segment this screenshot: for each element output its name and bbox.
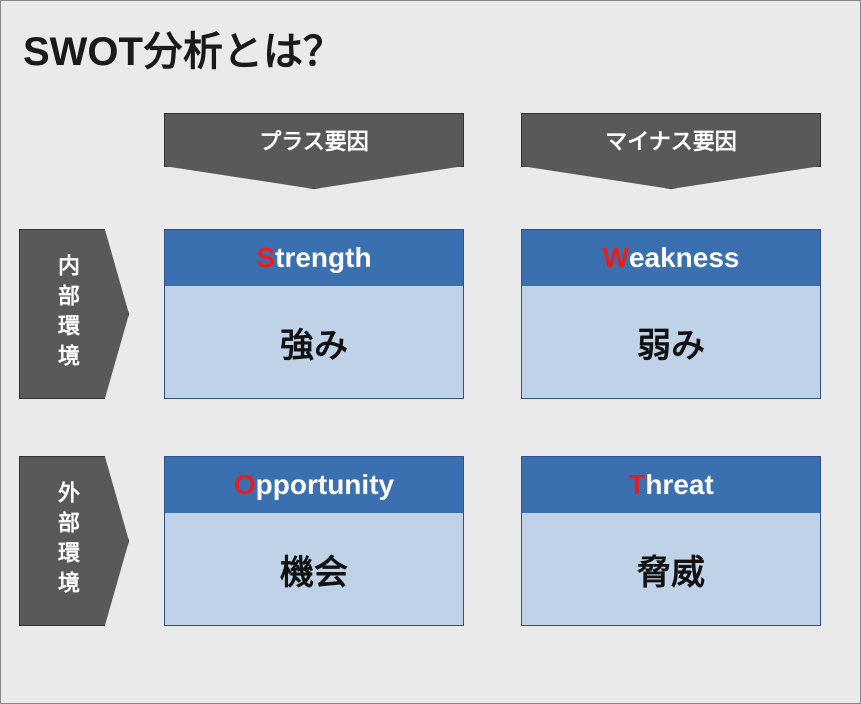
row-label-external: 外部環境 xyxy=(19,456,129,626)
quadrant-weakness: Weakness 弱み xyxy=(521,229,821,399)
row-label-internal-text: 内部環境 xyxy=(51,254,83,374)
quadrant-threat: Threat 脅威 xyxy=(521,456,821,626)
row-label-external-text: 外部環境 xyxy=(51,481,83,601)
quadrant-strength-body: 強み xyxy=(165,286,463,398)
quadrant-opportunity-initial: O xyxy=(234,469,256,501)
quadrant-weakness-initial: W xyxy=(603,242,629,274)
quadrant-opportunity: Opportunity 機会 xyxy=(164,456,464,626)
quadrant-opportunity-rest: pportunity xyxy=(256,469,394,501)
quadrant-opportunity-body: 機会 xyxy=(165,513,463,625)
quadrant-threat-initial: T xyxy=(628,469,645,501)
column-header-negative: マイナス要因 xyxy=(521,113,821,167)
quadrant-opportunity-head: Opportunity xyxy=(165,457,463,513)
row-label-internal: 内部環境 xyxy=(19,229,129,399)
quadrant-strength: Strength 強み xyxy=(164,229,464,399)
quadrant-threat-body: 脅威 xyxy=(522,513,820,625)
page-title: SWOT分析とは？ xyxy=(23,19,343,77)
column-header-positive-label: プラス要因 xyxy=(259,124,369,156)
column-header-negative-label: マイナス要因 xyxy=(605,124,737,156)
quadrant-threat-rest: hreat xyxy=(645,469,713,501)
quadrant-weakness-body: 弱み xyxy=(522,286,820,398)
quadrant-strength-initial: S xyxy=(256,242,275,274)
quadrant-threat-head: Threat xyxy=(522,457,820,513)
quadrant-weakness-rest: eakness xyxy=(629,242,740,274)
column-header-positive: プラス要因 xyxy=(164,113,464,167)
quadrant-strength-head: Strength xyxy=(165,230,463,286)
quadrant-strength-rest: trength xyxy=(275,242,371,274)
quadrant-weakness-head: Weakness xyxy=(522,230,820,286)
